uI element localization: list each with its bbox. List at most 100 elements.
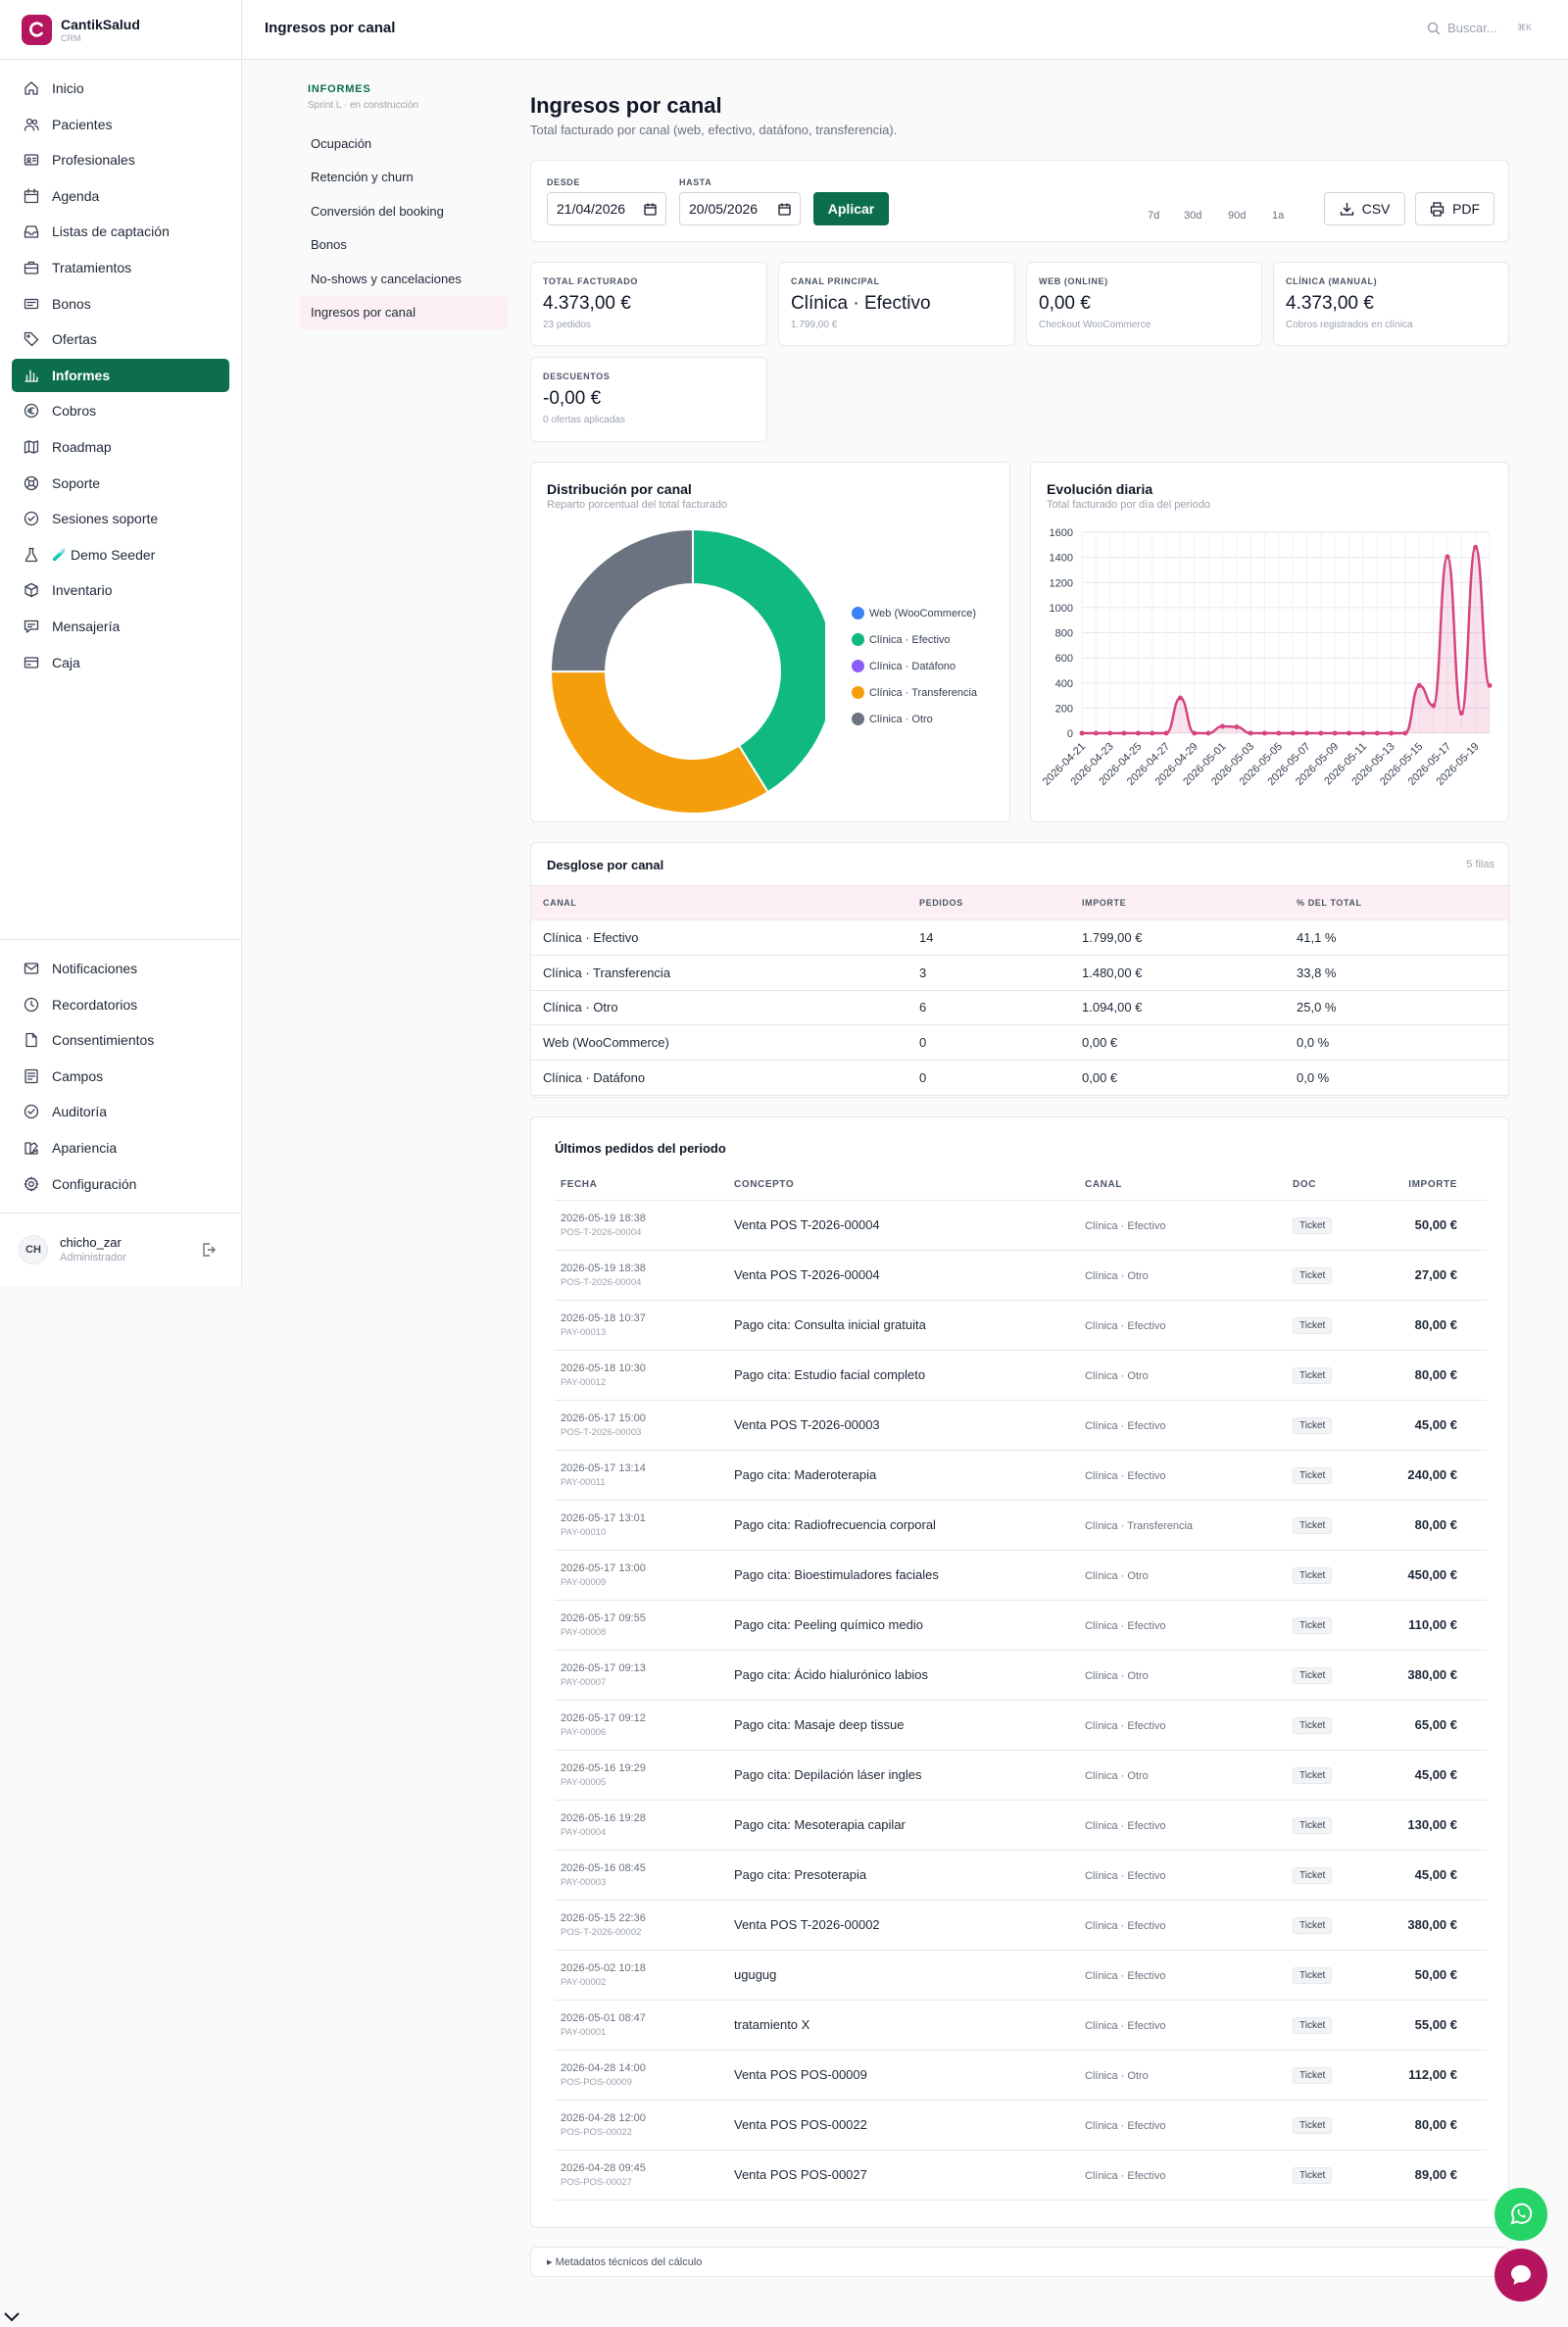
doc-badge[interactable]: Ticket: [1293, 1266, 1333, 1284]
data-point[interactable]: [1347, 730, 1352, 736]
pie-slice-clínica-transferencia[interactable]: [549, 670, 770, 815]
subnav-item[interactable]: Ingresos por canal: [300, 295, 508, 329]
doc-badge[interactable]: Ticket: [1293, 1366, 1333, 1384]
legend-item[interactable]: Web (WooCommerce): [852, 600, 977, 626]
table-row[interactable]: 2026-05-16 19:29 PAY-00005 Pago cita: De…: [555, 1750, 1487, 1801]
table-row[interactable]: 2026-05-17 09:13 PAY-00007 Pago cita: Ác…: [555, 1650, 1487, 1701]
table-row[interactable]: 2026-05-19 18:38 POS-T-2026-00004 Venta …: [555, 1250, 1487, 1301]
hasta-date-input[interactable]: 20/05/2026: [679, 192, 801, 225]
data-point[interactable]: [1192, 730, 1198, 736]
data-point[interactable]: [1318, 730, 1324, 736]
sidebar-item-informes[interactable]: Informes: [12, 358, 229, 392]
table-row[interactable]: 2026-04-28 09:45 POS-POS-00027 Venta POS…: [555, 2150, 1487, 2201]
doc-badge[interactable]: Ticket: [1293, 1866, 1333, 1884]
chat-button[interactable]: [1494, 2249, 1547, 2302]
sidebar-item-mensajería[interactable]: Mensajería: [12, 610, 229, 643]
data-point[interactable]: [1093, 730, 1099, 736]
sidebar-item-recordatorios[interactable]: Recordatorios: [12, 988, 229, 1021]
sidebar-item-apariencia[interactable]: Apariencia: [12, 1131, 229, 1164]
apply-button[interactable]: Aplicar: [813, 192, 889, 225]
chevron-down-icon[interactable]: [4, 2309, 20, 2327]
data-point[interactable]: [1205, 730, 1211, 736]
doc-badge[interactable]: Ticket: [1293, 1516, 1333, 1534]
data-point[interactable]: [1402, 730, 1408, 736]
data-point[interactable]: [1416, 682, 1422, 688]
doc-badge[interactable]: Ticket: [1293, 1966, 1333, 1984]
doc-badge[interactable]: Ticket: [1293, 1566, 1333, 1584]
sidebar-item-sesiones-soporte[interactable]: Sesiones soporte: [12, 502, 229, 535]
sidebar-item-ofertas[interactable]: Ofertas: [12, 322, 229, 356]
table-row[interactable]: 2026-05-17 09:55 PAY-00008 Pago cita: Pe…: [555, 1600, 1487, 1651]
subnav-item[interactable]: Conversión del booking: [311, 203, 444, 219]
sidebar-item-consentimientos[interactable]: Consentimientos: [12, 1023, 229, 1057]
search-input[interactable]: Buscar...: [1427, 21, 1497, 35]
pie-slice-clínica-efectivo[interactable]: [692, 527, 825, 794]
desde-date-input[interactable]: 21/04/2026: [547, 192, 666, 225]
doc-badge[interactable]: Ticket: [1293, 1666, 1333, 1684]
table-row[interactable]: 2026-05-01 08:47 PAY-00001 tratamiento X…: [555, 2000, 1487, 2051]
sidebar-item-soporte[interactable]: Soporte: [12, 467, 229, 500]
quick-range-30d[interactable]: 30d: [1184, 210, 1202, 222]
table-row[interactable]: 2026-05-19 18:38 POS-T-2026-00004 Venta …: [555, 1200, 1487, 1251]
sidebar-item-campos[interactable]: Campos: [12, 1060, 229, 1093]
whatsapp-button[interactable]: [1494, 2188, 1547, 2241]
sidebar-item-inicio[interactable]: Inicio: [12, 72, 229, 105]
legend-item[interactable]: Clínica · Efectivo: [852, 626, 977, 653]
data-point[interactable]: [1248, 730, 1253, 736]
sidebar-item-demo-seeder[interactable]: 🧪 Demo Seeder: [12, 538, 229, 571]
quick-range-90d[interactable]: 90d: [1228, 210, 1247, 222]
table-row[interactable]: 2026-05-17 13:01 PAY-00010 Pago cita: Ra…: [555, 1500, 1487, 1551]
data-point[interactable]: [1121, 730, 1127, 736]
doc-badge[interactable]: Ticket: [1293, 2166, 1333, 2184]
data-point[interactable]: [1261, 730, 1267, 736]
data-point[interactable]: [1107, 730, 1113, 736]
legend-item[interactable]: Clínica · Datáfono: [852, 653, 977, 679]
data-point[interactable]: [1135, 730, 1141, 736]
data-point[interactable]: [1332, 730, 1338, 736]
table-row[interactable]: 2026-05-17 15:00 POS-T-2026-00003 Venta …: [555, 1400, 1487, 1451]
table-row[interactable]: 2026-05-02 10:18 PAY-00002 ugugug Clínic…: [555, 1950, 1487, 2001]
doc-badge[interactable]: Ticket: [1293, 1466, 1333, 1484]
sidebar-item-caja[interactable]: Caja: [12, 646, 229, 679]
doc-badge[interactable]: Ticket: [1293, 2116, 1333, 2134]
data-point[interactable]: [1177, 695, 1183, 701]
data-point[interactable]: [1360, 730, 1366, 736]
data-point[interactable]: [1304, 730, 1310, 736]
table-row[interactable]: 2026-05-16 08:45 PAY-00003 Pago cita: Pr…: [555, 1850, 1487, 1901]
doc-badge[interactable]: Ticket: [1293, 1716, 1333, 1734]
data-point[interactable]: [1389, 730, 1395, 736]
data-point[interactable]: [1445, 554, 1450, 560]
sidebar-item-profesionales[interactable]: Profesionales: [12, 143, 229, 176]
doc-badge[interactable]: Ticket: [1293, 1416, 1333, 1434]
doc-badge[interactable]: Ticket: [1293, 1916, 1333, 1934]
sidebar-item-configuración[interactable]: Configuración: [12, 1167, 229, 1201]
data-point[interactable]: [1473, 544, 1479, 550]
doc-badge[interactable]: Ticket: [1293, 2016, 1333, 2034]
brand[interactable]: CantikSalud CRM: [0, 0, 241, 60]
table-row[interactable]: 2026-04-28 14:00 POS-POS-00009 Venta POS…: [555, 2050, 1487, 2101]
doc-badge[interactable]: Ticket: [1293, 1616, 1333, 1634]
data-point[interactable]: [1374, 730, 1380, 736]
data-point[interactable]: [1150, 730, 1155, 736]
sidebar-item-roadmap[interactable]: Roadmap: [12, 430, 229, 464]
subnav-item[interactable]: Retención y churn: [311, 170, 414, 185]
subnav-item[interactable]: Bonos: [311, 237, 347, 253]
doc-badge[interactable]: Ticket: [1293, 1316, 1333, 1334]
table-row[interactable]: 2026-04-28 12:00 POS-POS-00022 Venta POS…: [555, 2100, 1487, 2151]
sidebar-item-bonos[interactable]: Bonos: [12, 287, 229, 321]
table-row[interactable]: 2026-05-17 09:12 PAY-00006 Pago cita: Ma…: [555, 1700, 1487, 1751]
doc-badge[interactable]: Ticket: [1293, 1766, 1333, 1784]
data-point[interactable]: [1431, 703, 1437, 709]
data-point[interactable]: [1487, 682, 1493, 688]
data-point[interactable]: [1290, 730, 1296, 736]
avatar[interactable]: CH: [19, 1234, 48, 1264]
table-row[interactable]: 2026-05-16 19:28 PAY-00004 Pago cita: Me…: [555, 1800, 1487, 1851]
metadata-toggle[interactable]: ▸ Metadatos técnicos del cálculo: [530, 2247, 1509, 2277]
table-row[interactable]: 2026-05-17 13:00 PAY-00009 Pago cita: Bi…: [555, 1550, 1487, 1601]
doc-badge[interactable]: Ticket: [1293, 1816, 1333, 1834]
sidebar-item-auditoría[interactable]: Auditoría: [12, 1095, 229, 1128]
data-point[interactable]: [1276, 730, 1282, 736]
table-row[interactable]: 2026-05-18 10:30 PAY-00012 Pago cita: Es…: [555, 1350, 1487, 1401]
doc-badge[interactable]: Ticket: [1293, 2066, 1333, 2084]
table-row[interactable]: 2026-05-15 22:36 POS-T-2026-00002 Venta …: [555, 1900, 1487, 1951]
